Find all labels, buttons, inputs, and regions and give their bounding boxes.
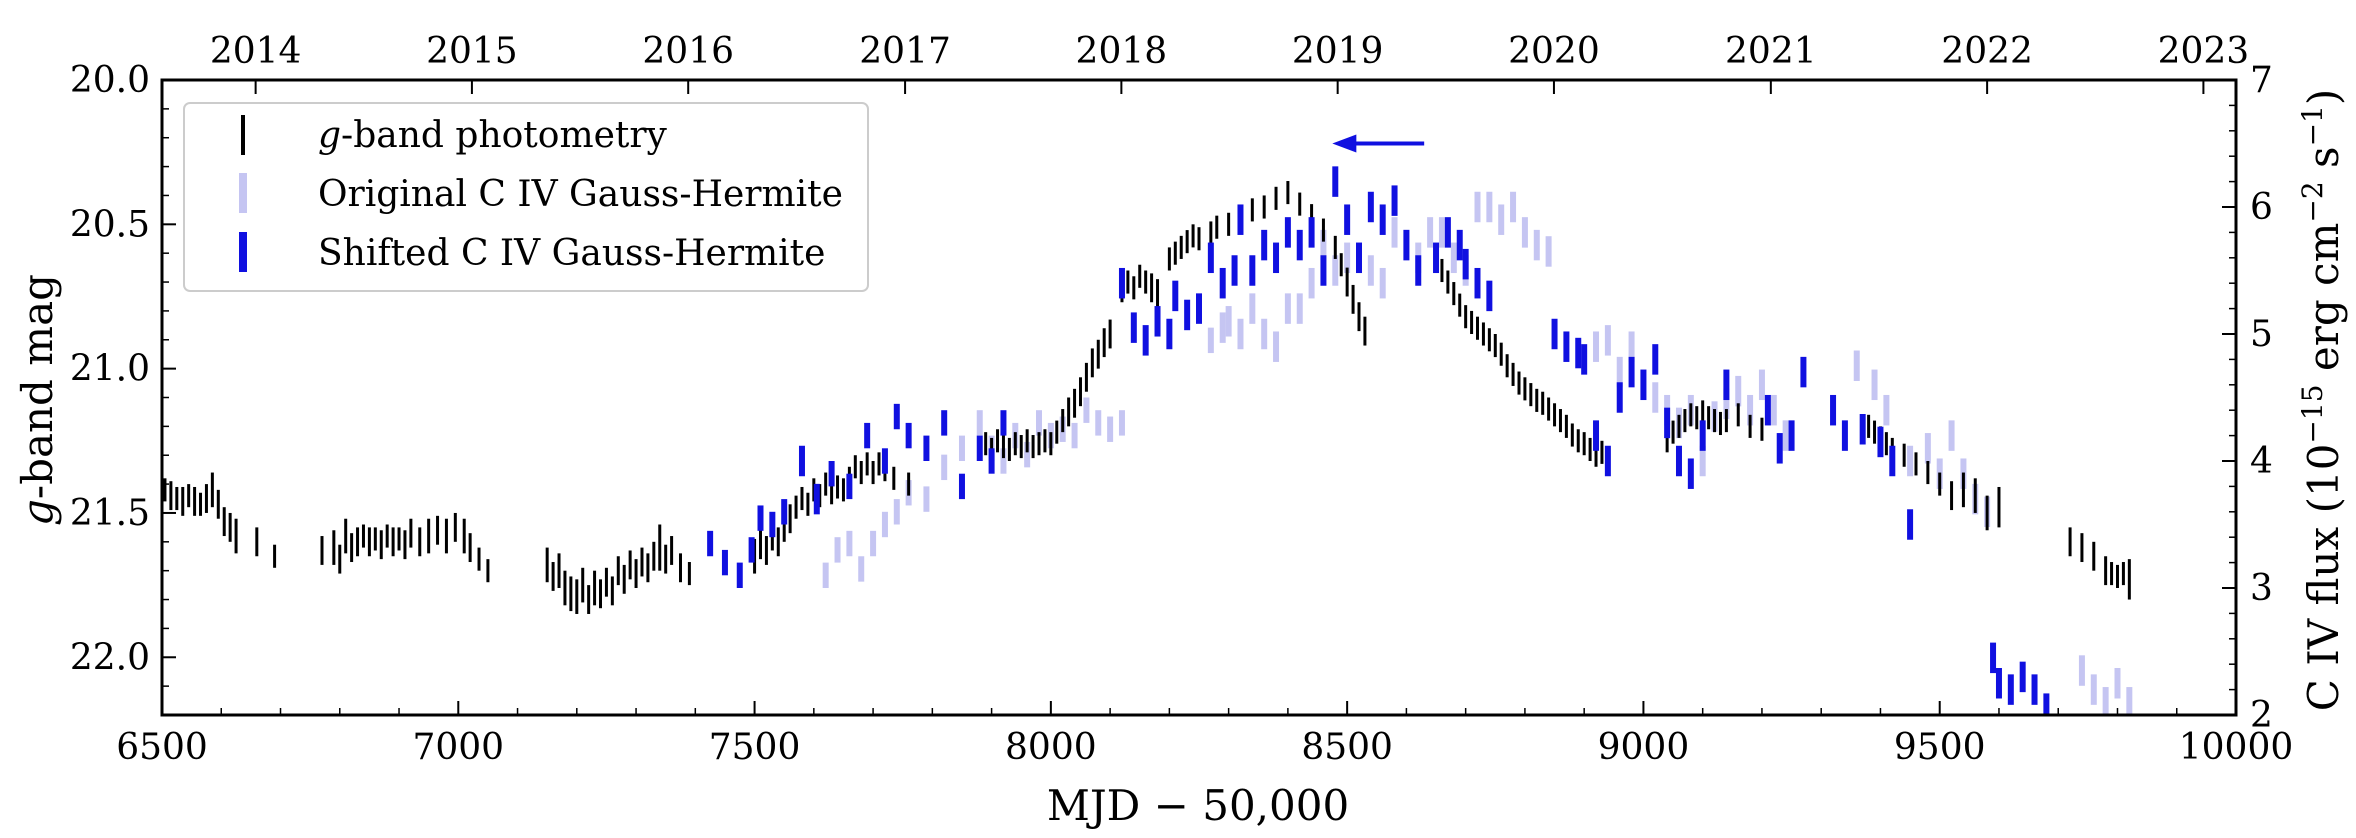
year-tick-label: 2015 (426, 31, 518, 72)
shift-arrow-head (1332, 134, 1357, 153)
y-axis-label-rest: -band mag (13, 274, 62, 499)
year-tick-label: 2018 (1076, 31, 1168, 72)
legend: g-band photometry Original C IV Gauss-He… (183, 102, 869, 292)
y2-tick-label: 7 (2250, 60, 2273, 101)
year-tick-label: 2017 (859, 31, 951, 72)
x-axis-label: MJD − 50,000 (1047, 781, 1349, 830)
x-tick-label: 7000 (412, 727, 504, 768)
y2-tick-label: 3 (2250, 568, 2273, 609)
y-tick-label: 22.0 (70, 637, 150, 678)
y-tick-label: 21.0 (70, 349, 150, 390)
y2-label-exp2: −2 (2296, 181, 2329, 222)
legend-label-photometry: g-band photometry (318, 115, 668, 156)
y-tick-label: 20.0 (70, 60, 150, 101)
x-tick-label: 7500 (709, 727, 801, 768)
y2-tick-label: 6 (2250, 187, 2273, 228)
y2-label-exp1: −15 (2296, 384, 2329, 443)
y-tick-label: 20.5 (70, 204, 150, 245)
x-tick-label: 10000 (2179, 727, 2294, 768)
y2-tick-label: 5 (2250, 314, 2273, 355)
legend-label-shifted: Shifted C IV Gauss-Hermite (318, 233, 825, 274)
y2-label-post: ) (2299, 89, 2348, 105)
legend-frame (183, 102, 869, 292)
x-tick-label: 9500 (1894, 727, 1986, 768)
y2-label-mid2: s (2299, 146, 2348, 181)
year-tick-label: 2020 (1508, 31, 1600, 72)
x-tick-label: 8500 (1301, 727, 1393, 768)
y2-tick-label: 2 (2250, 695, 2273, 736)
marks-layer (163, 134, 2133, 715)
legend-label-photometry-italic: g (318, 115, 341, 156)
y2-label-exp3: −1 (2296, 105, 2329, 146)
year-tick-label: 2014 (210, 31, 302, 72)
x-tick-label: 8000 (1005, 727, 1097, 768)
plot-marks (163, 166, 2133, 715)
x-tick-label: 6500 (116, 727, 208, 768)
year-tick-label: 2016 (642, 31, 734, 72)
year-tick-label: 2022 (1941, 31, 2033, 72)
year-tick-label: 2023 (2158, 31, 2250, 72)
y2-axis-label: C IV flux (10−15 erg cm−2 s−1) (2296, 89, 2349, 712)
y-axis-label-italic: g (13, 499, 62, 526)
y2-label-mid1: erg cm (2299, 223, 2348, 385)
y-tick-label: 21.5 (70, 493, 150, 534)
y2-tick-label: 4 (2250, 441, 2273, 482)
y-axis-label: g-band mag (13, 274, 62, 526)
x-tick-label: 9000 (1598, 727, 1690, 768)
year-tick-label: 2021 (1725, 31, 1817, 72)
year-tick-label: 2019 (1292, 31, 1384, 72)
axes-layer: 6500 7000 7500 8000 8500 9000 9500 10000 2014 201… (70, 31, 2293, 768)
legend-label-original: Original C IV Gauss-Hermite (318, 174, 843, 215)
legend-label-photometry-rest: -band photometry (341, 115, 668, 156)
y2-label-pre: C IV flux (10 (2299, 444, 2348, 712)
